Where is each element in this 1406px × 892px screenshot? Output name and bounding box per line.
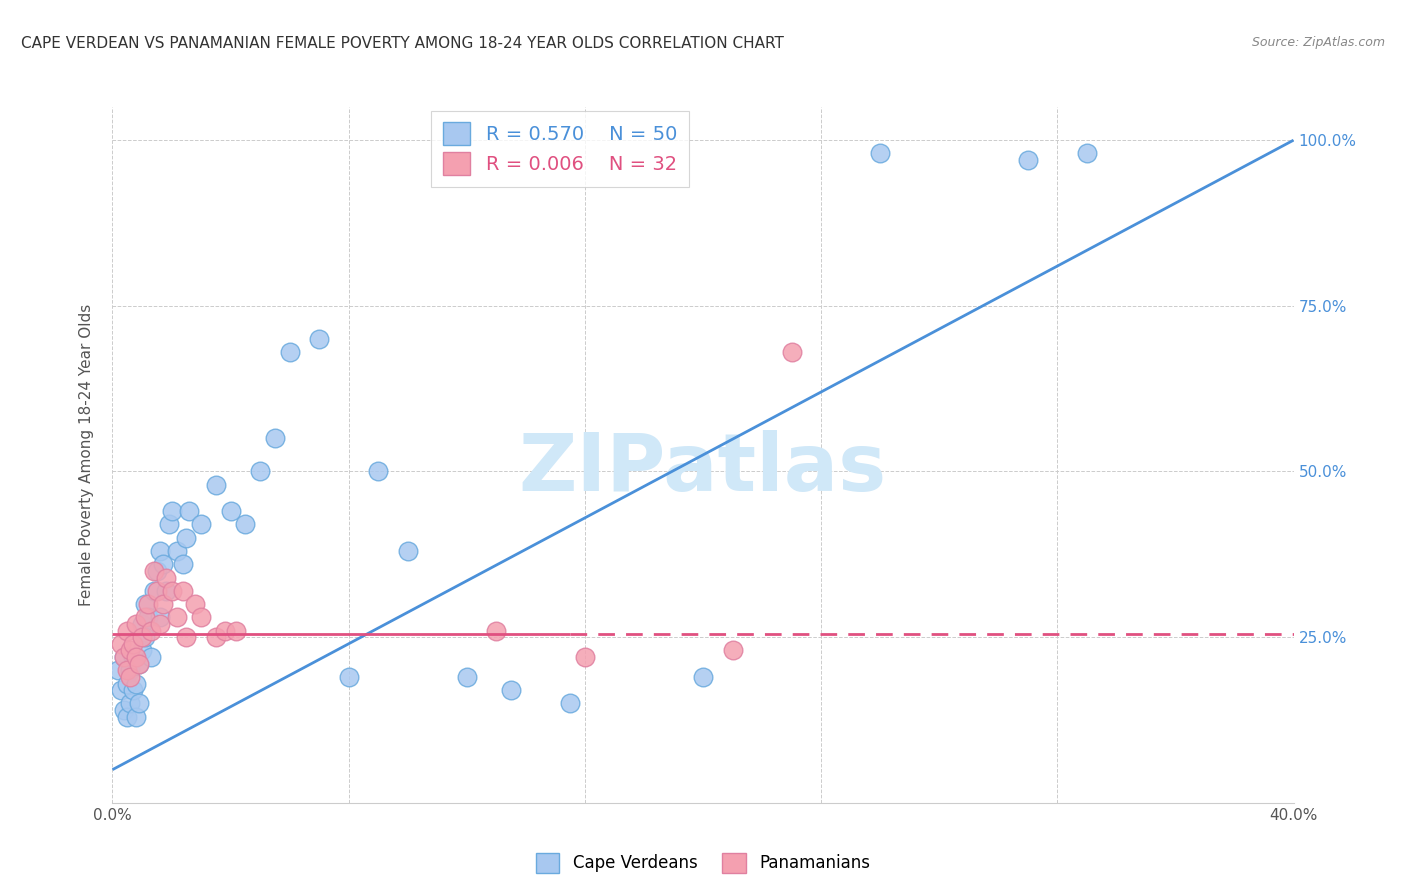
Text: Source: ZipAtlas.com: Source: ZipAtlas.com [1251, 36, 1385, 49]
Text: CAPE VERDEAN VS PANAMANIAN FEMALE POVERTY AMONG 18-24 YEAR OLDS CORRELATION CHAR: CAPE VERDEAN VS PANAMANIAN FEMALE POVERT… [21, 36, 785, 51]
Point [190, 517, 212, 532]
Point [117, 663, 138, 677]
Point [112, 703, 135, 717]
Point [214, 624, 236, 638]
Point [107, 663, 129, 677]
Y-axis label: Female Poverty Among 18-24 Year Olds: Female Poverty Among 18-24 Year Olds [79, 304, 94, 606]
Point [128, 657, 150, 671]
Point [142, 564, 165, 578]
Point [233, 517, 256, 532]
Point [122, 683, 145, 698]
Point [501, 683, 523, 698]
Point [146, 564, 169, 578]
Point [1076, 146, 1098, 161]
Point [139, 624, 162, 638]
Point [174, 630, 197, 644]
Point [485, 624, 508, 638]
Point [179, 504, 201, 518]
Point [139, 650, 162, 665]
Point [172, 583, 194, 598]
Point [120, 670, 142, 684]
Legend: Cape Verdeans, Panamanians: Cape Verdeans, Panamanians [529, 847, 877, 880]
Point [721, 643, 744, 657]
Point [869, 146, 891, 161]
Point [134, 610, 156, 624]
Point [125, 616, 148, 631]
Point [136, 610, 159, 624]
Point [128, 697, 150, 711]
Point [574, 650, 596, 665]
Point [131, 630, 153, 644]
Point [142, 583, 165, 598]
Point [117, 624, 138, 638]
Point [205, 477, 228, 491]
Point [152, 597, 174, 611]
Point [149, 616, 172, 631]
Point [149, 544, 172, 558]
Point [125, 709, 148, 723]
Point [120, 643, 142, 657]
Point [558, 697, 582, 711]
Point [157, 517, 180, 532]
Point [1017, 153, 1039, 167]
Point [134, 597, 156, 611]
Legend: R = 0.570    N = 50, R = 0.006    N = 32: R = 0.570 N = 50, R = 0.006 N = 32 [432, 111, 689, 186]
Point [308, 332, 330, 346]
Point [456, 670, 478, 684]
Point [278, 345, 301, 359]
Point [780, 345, 803, 359]
Point [122, 637, 145, 651]
Point [136, 597, 159, 611]
Point [112, 650, 135, 665]
Point [120, 697, 142, 711]
Point [117, 709, 138, 723]
Point [205, 630, 228, 644]
Point [264, 431, 287, 445]
Point [337, 670, 360, 684]
Point [249, 465, 271, 479]
Point [117, 676, 138, 690]
Point [396, 544, 419, 558]
Point [131, 643, 153, 657]
Point [128, 657, 150, 671]
Point [692, 670, 714, 684]
Point [184, 597, 207, 611]
Point [155, 570, 177, 584]
Point [122, 650, 145, 665]
Point [110, 683, 132, 698]
Point [367, 465, 389, 479]
Point [166, 544, 188, 558]
Point [134, 630, 156, 644]
Point [172, 558, 194, 572]
Point [174, 531, 197, 545]
Point [152, 558, 174, 572]
Point [125, 650, 148, 665]
Point [160, 583, 183, 598]
Point [160, 504, 183, 518]
Point [131, 616, 153, 631]
Point [112, 650, 135, 665]
Point [149, 610, 172, 624]
Point [155, 583, 177, 598]
Text: ZIPatlas: ZIPatlas [519, 430, 887, 508]
Point [146, 583, 169, 598]
Point [120, 663, 142, 677]
Point [110, 637, 132, 651]
Point [166, 610, 188, 624]
Point [219, 504, 242, 518]
Point [125, 676, 148, 690]
Point [225, 624, 247, 638]
Point [190, 610, 212, 624]
